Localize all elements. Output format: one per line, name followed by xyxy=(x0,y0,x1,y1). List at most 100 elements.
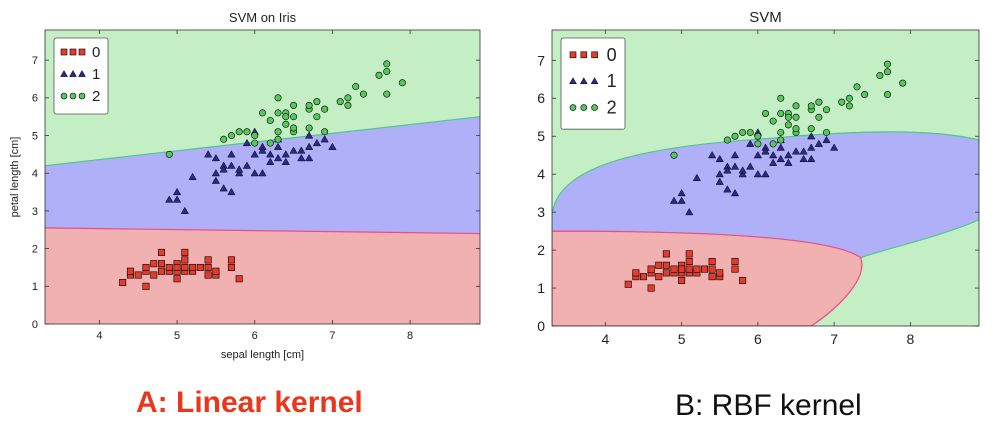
data-point-class-1 xyxy=(753,151,762,159)
data-point-class-1 xyxy=(297,146,306,154)
data-point-class-1 xyxy=(304,153,314,162)
data-point-class-1 xyxy=(776,154,785,163)
data-point-class-1 xyxy=(677,188,686,197)
data-point-class-2 xyxy=(227,132,235,140)
data-point-class-1 xyxy=(266,157,275,165)
plot-frame xyxy=(551,29,980,327)
data-point-class-0 xyxy=(639,273,647,281)
data-point-class-1 xyxy=(258,169,267,177)
data-point-class-1 xyxy=(685,207,694,216)
data-point-class-2 xyxy=(861,91,869,99)
data-point-class-2 xyxy=(383,67,391,75)
y-tick-label: 0 xyxy=(537,318,545,334)
legend-marker-class-0 xyxy=(569,51,577,59)
data-point-class-1 xyxy=(730,188,740,197)
data-point-class-2 xyxy=(670,151,678,159)
data-point-class-1 xyxy=(165,195,174,203)
data-point-class-1 xyxy=(769,158,778,166)
data-point-class-2 xyxy=(305,101,313,109)
data-point-class-1 xyxy=(281,150,290,158)
legend-label-class-1: 1 xyxy=(607,71,617,91)
legend-marker-class-2 xyxy=(591,104,598,111)
data-point-class-2 xyxy=(282,113,290,121)
data-point-class-0 xyxy=(685,250,693,258)
x-tick-label: 4 xyxy=(601,331,609,347)
data-point-class-2 xyxy=(754,140,762,148)
data-point-class-1 xyxy=(730,151,740,159)
data-point-class-2 xyxy=(359,90,367,98)
data-point-class-1 xyxy=(328,142,337,150)
data-point-class-0 xyxy=(662,269,670,277)
legend-label-class-0: 0 xyxy=(607,45,617,65)
data-point-class-1 xyxy=(761,170,770,178)
legend-marker-class-2 xyxy=(569,104,577,111)
data-point-class-1 xyxy=(281,157,290,165)
data-point-class-0 xyxy=(700,265,708,273)
data-point-class-1 xyxy=(769,151,778,159)
data-point-class-1 xyxy=(235,169,244,177)
data-point-class-2 xyxy=(845,102,853,110)
data-point-class-0 xyxy=(227,256,235,264)
y-tick-label: 1 xyxy=(537,280,545,296)
x-tick-label: 8 xyxy=(906,331,914,347)
data-point-class-2 xyxy=(313,113,321,121)
legend-marker-class-0 xyxy=(580,51,588,59)
decision-regions xyxy=(552,30,979,326)
data-point-class-0 xyxy=(624,280,632,288)
data-point-class-0 xyxy=(158,260,166,268)
y-axis-label: petal length [cm] xyxy=(9,137,21,218)
data-point-class-0 xyxy=(158,248,166,256)
data-point-class-2 xyxy=(274,128,282,136)
data-point-class-1 xyxy=(799,154,808,163)
legend-label-class-2: 2 xyxy=(607,98,617,118)
data-point-class-2 xyxy=(883,60,891,68)
data-point-class-2 xyxy=(876,72,884,80)
legend-marker-class-2 xyxy=(69,92,77,100)
data-point-class-2 xyxy=(274,135,282,143)
data-point-class-1 xyxy=(250,169,259,177)
data-point-class-0 xyxy=(632,269,640,277)
legend-marker-class-1 xyxy=(590,77,599,85)
data-point-class-0 xyxy=(731,257,739,265)
data-point-class-2 xyxy=(883,91,891,99)
y-tick-label: 1 xyxy=(32,281,38,293)
data-point-class-2 xyxy=(352,83,360,91)
legend-marker-class-0 xyxy=(60,48,68,56)
legend-marker-class-2 xyxy=(580,104,588,111)
data-point-class-2 xyxy=(822,128,830,136)
data-point-class-1 xyxy=(219,184,228,192)
legend-label-class-2: 2 xyxy=(92,88,100,105)
data-point-class-1 xyxy=(830,143,839,151)
data-point-class-2 xyxy=(769,140,777,148)
x-tick-label: 4 xyxy=(96,330,102,342)
boundary-line-1-2 xyxy=(45,116,480,167)
legend-marker-class-0 xyxy=(69,48,77,56)
series-2 xyxy=(165,60,406,158)
x-tick-label: 8 xyxy=(407,330,413,342)
data-point-class-0 xyxy=(685,265,693,273)
series-2 xyxy=(670,60,907,159)
data-point-class-1 xyxy=(258,146,267,154)
data-point-class-2 xyxy=(336,98,344,106)
data-point-class-0 xyxy=(134,271,142,279)
data-point-class-0 xyxy=(173,263,181,271)
data-point-class-2 xyxy=(769,117,777,125)
x-tick-label: 6 xyxy=(754,331,762,347)
data-point-class-2 xyxy=(784,113,792,121)
data-point-class-1 xyxy=(746,139,755,147)
y-tick-label: 3 xyxy=(537,204,545,220)
data-point-class-1 xyxy=(822,135,831,144)
data-point-class-1 xyxy=(708,151,717,159)
data-point-class-2 xyxy=(274,94,282,102)
data-point-class-1 xyxy=(320,135,329,143)
data-point-class-0 xyxy=(181,256,189,264)
data-point-class-2 xyxy=(883,68,891,76)
data-point-class-0 xyxy=(204,256,212,264)
y-tick-label: 4 xyxy=(32,168,38,180)
data-point-class-0 xyxy=(670,265,678,273)
legend-marker-class-1 xyxy=(78,70,86,77)
data-point-class-2 xyxy=(723,136,731,144)
series-0 xyxy=(119,248,243,290)
data-point-class-0 xyxy=(150,271,158,279)
legend-marker-class-2 xyxy=(60,92,68,100)
